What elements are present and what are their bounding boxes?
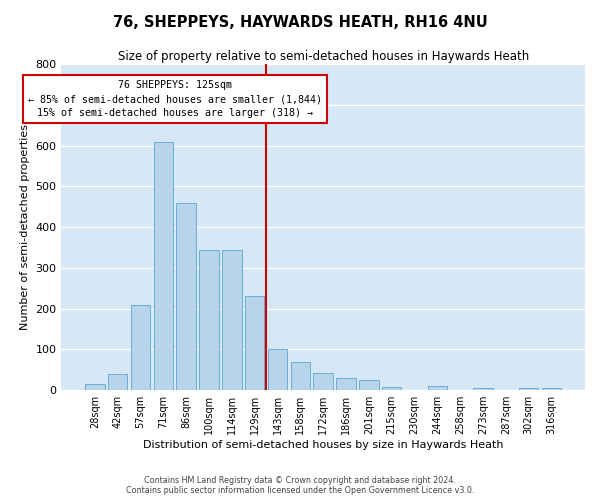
- Bar: [245, 296, 265, 390]
- Bar: [473, 388, 493, 390]
- Bar: [519, 388, 538, 390]
- Bar: [542, 388, 561, 390]
- Bar: [382, 387, 401, 390]
- Bar: [313, 373, 333, 390]
- X-axis label: Distribution of semi-detached houses by size in Haywards Heath: Distribution of semi-detached houses by …: [143, 440, 503, 450]
- Bar: [199, 250, 218, 390]
- Bar: [268, 350, 287, 390]
- Bar: [336, 378, 356, 390]
- Bar: [176, 202, 196, 390]
- Bar: [131, 304, 150, 390]
- Bar: [359, 380, 379, 390]
- Title: Size of property relative to semi-detached houses in Haywards Heath: Size of property relative to semi-detach…: [118, 50, 529, 63]
- Bar: [428, 386, 447, 390]
- Bar: [154, 142, 173, 390]
- Text: Contains HM Land Registry data © Crown copyright and database right 2024.
Contai: Contains HM Land Registry data © Crown c…: [126, 476, 474, 495]
- Bar: [108, 374, 127, 390]
- Bar: [85, 384, 104, 390]
- Y-axis label: Number of semi-detached properties: Number of semi-detached properties: [20, 124, 30, 330]
- Text: 76, SHEPPEYS, HAYWARDS HEATH, RH16 4NU: 76, SHEPPEYS, HAYWARDS HEATH, RH16 4NU: [113, 15, 487, 30]
- Bar: [222, 250, 242, 390]
- Text: 76 SHEPPEYS: 125sqm
← 85% of semi-detached houses are smaller (1,844)
15% of sem: 76 SHEPPEYS: 125sqm ← 85% of semi-detach…: [28, 80, 322, 118]
- Bar: [290, 362, 310, 390]
